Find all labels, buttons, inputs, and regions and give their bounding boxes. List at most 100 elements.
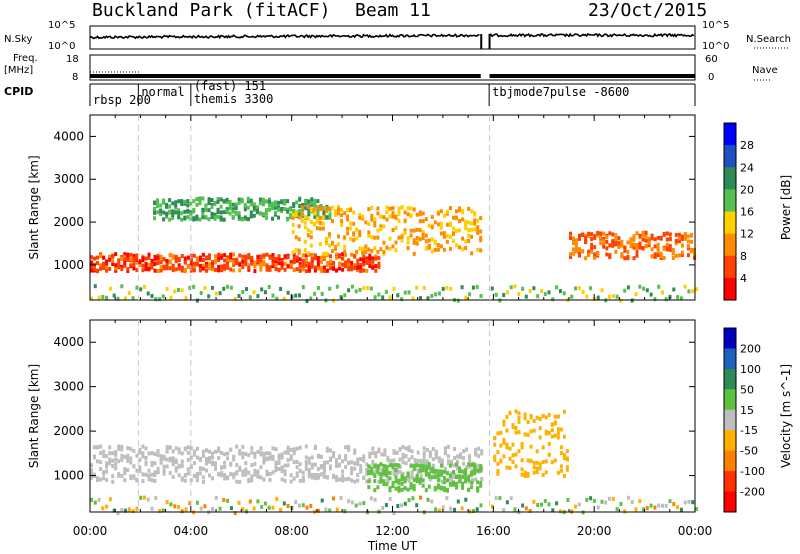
scatter-cell: [344, 264, 348, 269]
scatter-cell: [638, 243, 642, 248]
scatter-cell: [316, 286, 320, 290]
scatter-cell: [199, 506, 203, 511]
scatter-cell: [371, 451, 375, 455]
scatter-cell: [111, 458, 115, 463]
scatter-cell: [341, 459, 345, 464]
scatter-cell: [392, 449, 396, 453]
scatter-cell: [468, 458, 472, 462]
scatter-cell: [117, 262, 121, 267]
scatter-cell: [247, 263, 251, 268]
scatter-cell: [244, 452, 248, 456]
scatter-cell: [422, 453, 426, 458]
scatter-cell: [222, 199, 226, 204]
scatter-cell: [232, 475, 236, 480]
scatter-cell: [247, 479, 251, 484]
scatter-cell: [677, 253, 681, 258]
scatter-cell: [177, 464, 181, 469]
scatter-cell: [268, 477, 272, 482]
scatter-cell: [528, 508, 532, 513]
scatter-cell: [352, 232, 356, 237]
scatter-cell: [350, 264, 354, 269]
scatter-cell: [450, 477, 453, 482]
scatter-cell: [210, 204, 214, 209]
scatter-cell: [412, 251, 416, 256]
scatter-cell: [229, 506, 233, 511]
scatter-cell: [238, 448, 242, 453]
scatter-cell: [177, 208, 181, 213]
scatter-cell: [388, 463, 392, 468]
scatter-cell: [102, 263, 106, 268]
scatter-cell: [331, 219, 334, 224]
scatter-cell: [195, 471, 199, 476]
scatter-cell: [271, 454, 275, 459]
scatter-cell: [180, 477, 184, 482]
scatter-cell: [283, 207, 287, 211]
scatter-cell: [541, 473, 545, 477]
scatter-cell: [553, 433, 557, 438]
scatter-cell: [572, 236, 575, 241]
scatter-cell: [186, 467, 190, 472]
scatter-cell: [217, 472, 221, 477]
scatter-cell: [494, 292, 498, 297]
scatter-cell: [412, 478, 416, 483]
scatter-cell: [99, 477, 103, 482]
scatter-cell: [602, 231, 606, 236]
scatter-cell: [114, 450, 118, 455]
scatter-cell: [679, 296, 683, 301]
scatter-cell: [249, 198, 253, 203]
scatter-cell: [656, 242, 660, 247]
scatter-cell: [543, 292, 547, 297]
scatter-cell: [589, 496, 593, 501]
scatter-cell: [247, 453, 251, 458]
scatter-cell: [376, 211, 380, 216]
scatter-cell: [198, 268, 202, 273]
scatter-cell: [517, 449, 521, 454]
scatter-cell: [354, 503, 358, 508]
scatter-cell: [403, 218, 407, 223]
scatter-cell: [263, 501, 267, 506]
scatter-cell: [572, 251, 575, 256]
scatter-cell: [353, 266, 357, 271]
scatter-cell: [374, 264, 378, 269]
scatter-cell: [93, 256, 96, 261]
scatter-cell: [306, 205, 310, 209]
scatter-cell: [558, 289, 562, 294]
scatter-cell: [283, 254, 287, 259]
scatter-cell: [123, 257, 127, 262]
scatter-cell: [229, 461, 233, 466]
scatter-cell: [665, 247, 669, 252]
scatter-cell: [367, 471, 371, 476]
scatter-cell: [338, 266, 341, 271]
scatter-cell: [687, 499, 691, 504]
scatter-cell: [279, 507, 283, 512]
scatter-cell: [307, 199, 311, 204]
scatter-cell: [421, 211, 425, 216]
scatter-cell: [222, 286, 226, 291]
scatter-cell: [258, 197, 262, 202]
scatter-cell: [271, 256, 275, 261]
scatter-cell: [271, 293, 275, 298]
scatter-cell: [264, 208, 268, 213]
scatter-cell: [436, 243, 440, 248]
scatter-cell: [318, 226, 322, 231]
scatter-cell: [494, 496, 498, 501]
scatter-cell: [286, 290, 290, 295]
scatter-cell: [415, 212, 419, 217]
scatter-cell: [329, 266, 332, 271]
scatter-cell: [207, 294, 211, 299]
scatter-cell: [467, 220, 471, 225]
scatter-cell: [426, 296, 430, 301]
scatter-cell: [672, 287, 676, 292]
scatter-cell: [394, 240, 398, 245]
scatter-cell: [189, 455, 193, 460]
scatter-cell: [392, 511, 396, 515]
scatter-cell: [124, 508, 127, 513]
scatter-cell: [319, 454, 323, 459]
scatter-cell: [111, 474, 115, 479]
scatter-cell: [114, 266, 118, 271]
scatter-cell: [268, 456, 272, 461]
scatter-cell: [559, 445, 563, 450]
scatter-cell: [638, 233, 642, 238]
scatter-cell: [96, 445, 99, 450]
scatter-cell: [641, 230, 645, 235]
